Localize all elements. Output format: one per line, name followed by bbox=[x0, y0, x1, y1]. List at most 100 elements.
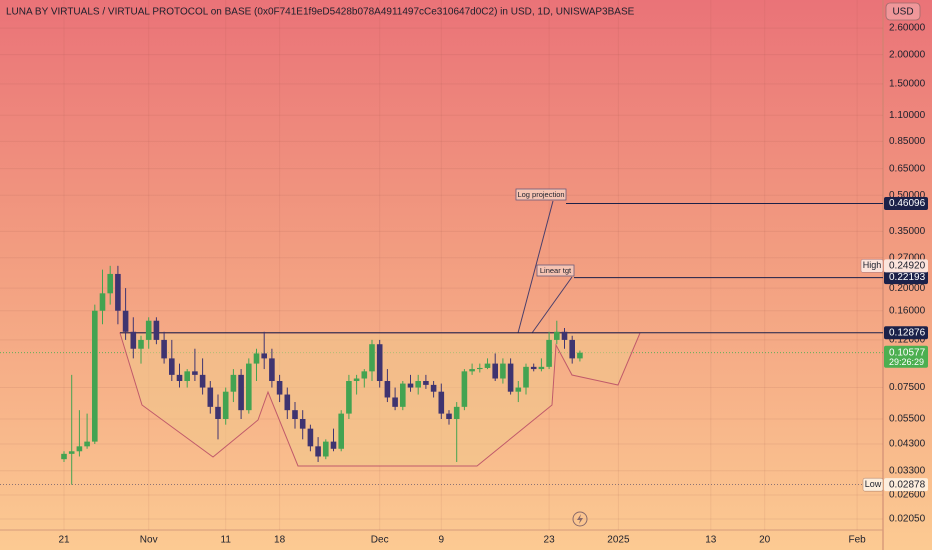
candle-body bbox=[68, 451, 75, 454]
y-tick-label: 2.60000 bbox=[889, 23, 926, 34]
price-label: 0.46096 bbox=[889, 198, 926, 209]
low-name-box bbox=[862, 477, 884, 492]
candle-body bbox=[538, 366, 545, 370]
candle-body bbox=[477, 367, 483, 370]
candle-body bbox=[107, 273, 113, 294]
candle-body bbox=[515, 387, 522, 392]
candle-body bbox=[84, 441, 90, 447]
candle-body bbox=[500, 363, 506, 379]
candle-body bbox=[400, 383, 406, 407]
currency-label: USD bbox=[892, 7, 913, 18]
candle-body bbox=[292, 410, 298, 419]
candle-body bbox=[253, 353, 260, 364]
candle-body bbox=[323, 441, 329, 457]
candle-body bbox=[392, 397, 398, 407]
annotation: Linear tgt bbox=[540, 266, 572, 275]
candle-body bbox=[469, 369, 475, 372]
candle-body bbox=[353, 378, 360, 382]
candle-body bbox=[315, 446, 321, 457]
candle-body bbox=[238, 374, 244, 411]
candle-body bbox=[169, 358, 175, 375]
candles bbox=[61, 265, 583, 485]
y-tick-label: 0.20000 bbox=[889, 283, 926, 294]
price-label: 0.22193 bbox=[889, 272, 926, 283]
annotation-box bbox=[515, 188, 567, 201]
y-tick-label: 1.10000 bbox=[889, 110, 926, 121]
candle-body bbox=[246, 363, 252, 411]
chart-title: LUNA BY VIRTUALS / VIRTUAL PROTOCOL on B… bbox=[6, 7, 635, 18]
candle-body bbox=[330, 441, 337, 449]
y-tick-label: 0.05500 bbox=[889, 414, 926, 425]
y-tick-label: 0.65000 bbox=[889, 163, 926, 174]
high-name: High bbox=[863, 260, 882, 270]
candle-body bbox=[99, 293, 106, 311]
candle-body bbox=[61, 453, 67, 460]
x-tick-label: 21 bbox=[58, 535, 70, 546]
candle-body bbox=[153, 320, 160, 340]
candle-body bbox=[523, 366, 529, 388]
annotation-box bbox=[536, 264, 575, 277]
x-tick-label: Feb bbox=[848, 535, 866, 546]
candle-body bbox=[161, 339, 167, 359]
event-icon[interactable] bbox=[572, 511, 588, 527]
candle-body bbox=[115, 273, 121, 311]
high-name-box bbox=[860, 259, 884, 273]
candle-body bbox=[554, 331, 560, 340]
high-value-box bbox=[884, 259, 928, 273]
event-icon bbox=[577, 514, 583, 524]
candle-body bbox=[138, 339, 144, 349]
candle-body bbox=[261, 353, 267, 359]
candle-body bbox=[423, 381, 429, 385]
projection-line bbox=[517, 200, 554, 334]
x-tick-label: 2025 bbox=[607, 535, 630, 546]
x-tick-label: 18 bbox=[274, 535, 286, 546]
candle-body bbox=[284, 394, 291, 411]
candle-body bbox=[184, 371, 190, 382]
candle-body bbox=[484, 363, 491, 368]
candle-body bbox=[276, 381, 283, 395]
candle-body bbox=[453, 406, 460, 419]
currency-button[interactable] bbox=[885, 2, 921, 21]
x-tick-label: Dec bbox=[371, 535, 389, 546]
y-tick-label: 1.50000 bbox=[889, 78, 926, 89]
levels bbox=[120, 202, 883, 334]
x-tick-label: 13 bbox=[705, 535, 717, 546]
last-price-box bbox=[884, 345, 928, 368]
y-tick-label: 2.00000 bbox=[889, 49, 926, 60]
low-value-box bbox=[884, 478, 928, 492]
candle-body bbox=[430, 384, 437, 392]
x-tick-label: 23 bbox=[544, 535, 556, 546]
candle-body bbox=[577, 352, 583, 359]
candle-body bbox=[92, 310, 98, 442]
x-tick-label: 9 bbox=[439, 535, 445, 546]
candle-body bbox=[222, 391, 229, 419]
candle-body bbox=[446, 413, 452, 419]
y-tick-label: 0.03300 bbox=[889, 465, 926, 476]
candle-body bbox=[361, 371, 368, 379]
candle-body bbox=[207, 387, 214, 407]
candle-body bbox=[376, 344, 383, 382]
candle-body bbox=[546, 339, 552, 367]
price-label-box bbox=[884, 271, 928, 285]
candle-body bbox=[269, 358, 275, 382]
y-tick-label: 0.35000 bbox=[889, 226, 926, 237]
x-tick-label: 20 bbox=[759, 535, 771, 546]
candle-body bbox=[215, 406, 221, 419]
y-tick-label: 0.85000 bbox=[889, 136, 926, 147]
candle-body bbox=[230, 374, 237, 392]
projection-line bbox=[531, 276, 573, 334]
candle-body bbox=[192, 371, 198, 375]
candle-body bbox=[438, 391, 445, 414]
y-tick-label: 0.02600 bbox=[889, 490, 926, 501]
price-label-box bbox=[884, 326, 928, 340]
candle-body bbox=[384, 381, 391, 398]
candle-body bbox=[415, 381, 421, 388]
y-tick-label: 0.02050 bbox=[889, 514, 926, 525]
price-label-box bbox=[884, 196, 928, 210]
candle-body bbox=[369, 344, 375, 372]
low-name: Low bbox=[865, 479, 882, 489]
y-tick-label: 0.27000 bbox=[889, 252, 926, 263]
candle-body bbox=[461, 371, 468, 407]
candle-body bbox=[561, 331, 568, 340]
